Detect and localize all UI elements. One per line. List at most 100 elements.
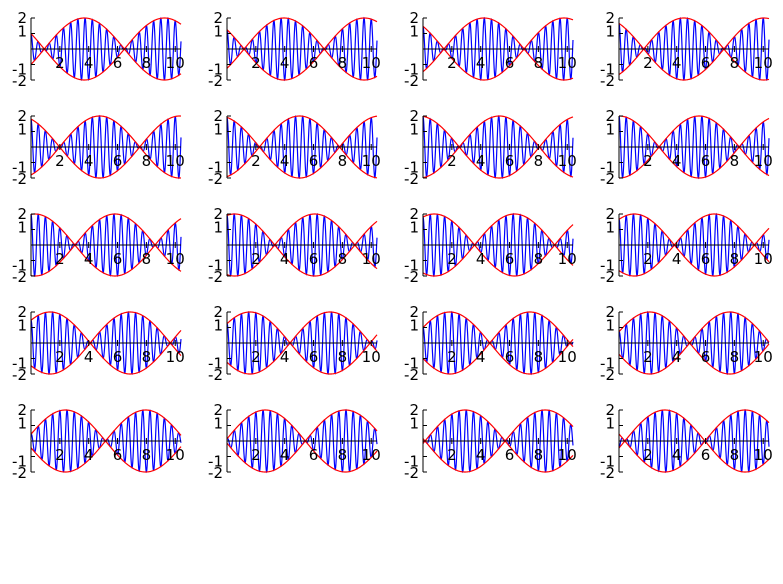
x-tick-label: 2 [447,54,457,72]
y-tick-label: -2 [404,464,419,482]
x-tick-label: 8 [142,54,152,72]
x-tick-label: 6 [701,152,711,170]
y-tick-label: -1 [404,159,419,177]
x-tick-label: 4 [280,446,290,464]
x-tick-label: 2 [55,152,65,170]
y-tick-label: 1 [605,415,615,433]
x-tick-label: 8 [730,446,740,464]
x-tick-label: 8 [534,54,544,72]
envelope-upper-line [422,213,574,246]
x-tick-label: 10 [558,348,577,366]
y-tick-label: -2 [600,268,615,286]
x-tick-label: 10 [166,348,185,366]
envelope-upper-line [226,17,378,50]
x-tick-label: 4 [84,348,94,366]
y-tick-label: 2 [409,9,419,27]
envelope-lower-line [422,342,574,375]
y-tick-label: 2 [409,401,419,419]
envelope-upper-line [30,17,182,50]
envelope-upper-line [30,115,182,148]
x-tick-label: 6 [505,348,515,366]
y-tick-label: 1 [17,23,27,41]
envelope-lower-line [226,146,378,179]
y-tick-label: -1 [208,61,223,79]
carrier-wave-line [226,310,378,376]
y-tick-label: 1 [605,23,615,41]
x-tick-label: 4 [476,250,486,268]
envelope-lower-line [618,244,770,277]
envelope-upper-line [422,409,574,442]
envelope-upper-line [422,311,574,344]
x-tick-label: 8 [730,54,740,72]
x-tick-label: 2 [251,446,261,464]
y-tick-label: -2 [208,72,223,90]
y-tick-label: 1 [605,317,615,335]
envelope-upper-line [30,311,182,344]
y-tick-label: -1 [600,453,615,471]
x-tick-label: 6 [309,54,319,72]
y-tick-label: 2 [17,107,27,125]
x-tick-label: 4 [672,446,682,464]
x-tick-label: 10 [558,446,577,464]
envelope-lower-line [30,48,182,81]
x-tick-label: 6 [505,250,515,268]
x-tick-label: 2 [251,54,261,72]
x-tick-label: 4 [280,54,290,72]
y-tick-label: -2 [12,170,27,188]
x-tick-label: 8 [730,152,740,170]
envelope-upper-line [226,115,378,148]
y-tick-label: -2 [208,366,223,384]
x-tick-label: 10 [754,446,773,464]
x-tick-label: 6 [309,446,319,464]
y-tick-label: 2 [17,303,27,321]
x-tick-label: 10 [754,54,773,72]
x-tick-label: 4 [280,348,290,366]
envelope-lower-line [422,440,574,473]
envelope-upper-line [618,115,770,148]
envelope-lower-line [422,146,574,179]
y-tick-label: -1 [404,453,419,471]
envelope-lower-line [618,342,770,375]
y-tick-label: 1 [213,317,223,335]
x-tick-label: 2 [251,152,261,170]
x-tick-label: 8 [142,250,152,268]
x-tick-label: 4 [84,250,94,268]
y-tick-label: -1 [12,453,27,471]
y-tick-label: 1 [213,23,223,41]
envelope-lower-line [618,440,770,473]
y-tick-label: -1 [12,355,27,373]
x-tick-label: 6 [701,250,711,268]
x-tick-label: 6 [701,348,711,366]
y-tick-label: 1 [17,121,27,139]
y-tick-label: 2 [213,205,223,223]
y-tick-label: 1 [17,219,27,237]
x-tick-label: 6 [701,446,711,464]
y-tick-label: -2 [600,170,615,188]
y-tick-label: -1 [600,257,615,275]
y-tick-label: 1 [409,317,419,335]
y-tick-label: 1 [213,219,223,237]
envelope-lower-line [30,342,182,375]
y-tick-label: -2 [404,170,419,188]
x-tick-label: 8 [338,152,348,170]
envelope-upper-line [618,409,770,442]
envelope-lower-line [226,244,378,277]
x-tick-label: 2 [251,250,261,268]
y-tick-label: -1 [208,159,223,177]
x-tick-label: 4 [84,54,94,72]
y-tick-label: 2 [213,9,223,27]
x-tick-label: 6 [701,54,711,72]
y-tick-label: -1 [404,257,419,275]
envelope-lower-line [226,342,378,375]
x-tick-label: 2 [447,152,457,170]
x-tick-label: 10 [362,446,381,464]
